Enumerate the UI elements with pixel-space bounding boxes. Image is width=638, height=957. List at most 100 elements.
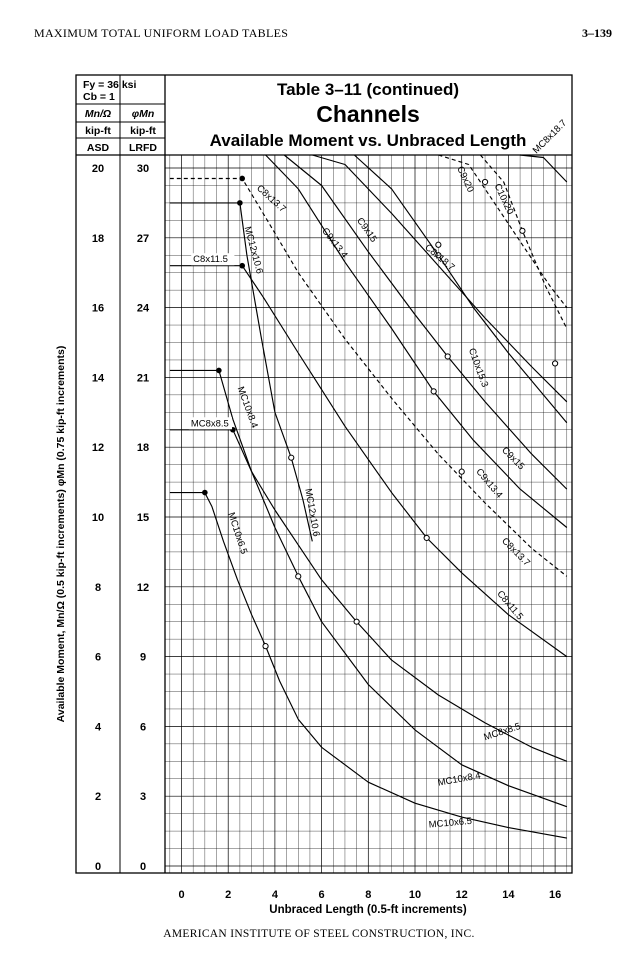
asd-symbol: Mn/Ω [85,108,111,120]
curve-label: C8x13.7 [499,536,532,569]
lr-marker [435,252,442,259]
lp-marker [239,262,246,269]
lr-marker [353,618,360,625]
series-line-c9x15 [283,154,568,490]
curve-label: C8x11.5 [494,589,525,623]
lr-marker [262,643,269,650]
lr-marker [481,178,489,186]
y-tick-label-lrfd: 18 [137,442,149,454]
y-tick-label-asd: 12 [92,442,104,454]
curve-label-bg [188,417,233,430]
y-tick-label-asd: 6 [95,652,101,664]
curve-label: C9x20 [454,165,476,195]
y-tick-label-asd: 18 [92,233,104,245]
lr-marker [444,353,451,360]
lrfd-unit: kip-ft [130,125,156,137]
y-tick-label-lrfd: 3 [140,791,146,803]
publisher-footer: AMERICAN INSTITUTE OF STEEL CONSTRUCTION… [163,928,475,940]
series-line-mc8x18-7 [520,154,568,183]
y-tick-label-lrfd: 27 [137,233,149,245]
series-line-c8x13-7 [169,177,568,577]
lp-marker [237,200,243,206]
lp-marker [202,489,208,496]
x-tick-label: 4 [272,889,279,901]
curve-label: C9x15 [499,445,526,472]
series-line-mc10x6-5 [169,492,567,839]
chart-frame [75,74,573,874]
y-tick-label-lrfd: 21 [137,372,149,384]
y-tick-label-asd: 8 [95,582,101,594]
x-tick-label: 10 [409,889,421,901]
series-line-mc12x10-6 [169,202,313,542]
lrfd-label: LRFD [129,142,157,154]
x-tick-label: 8 [365,889,371,901]
curve-label: MC8x8.5 [191,418,229,429]
curve-label-bg [191,253,235,266]
y-tick-label-lrfd: 15 [137,512,149,524]
lr-marker [552,360,559,367]
x-tick-label: 2 [225,889,231,901]
series-line-c8x11-5 [169,265,568,658]
y-tick-label-asd: 0 [95,861,101,873]
y-tick-label-lrfd: 24 [137,303,150,315]
series-line-c10x20 [479,154,568,329]
lr-marker [458,468,465,475]
lp-marker [239,175,246,182]
y-tick-label-lrfd: 9 [140,652,146,664]
y-axis-title: Available Moment, Mn/Ω (0.5 kip-ft incre… [55,346,67,723]
x-tick-label: 16 [549,889,561,901]
series-line-c8x18-7 [312,154,568,403]
lrfd-symbol: φMn [132,108,155,120]
y-tick-label-lrfd: 12 [137,582,149,594]
y-tick-label-asd: 20 [92,163,104,175]
series-line-mc10x8-4 [169,369,567,808]
curve-label: C10x20 [492,182,516,216]
x-tick-label: 14 [502,889,515,901]
axis-ticks: 0 2 4 6 8 10 12 14 16024681012141618200369121518… [92,163,561,901]
lr-marker [430,388,437,395]
asd-unit: kip-ft [85,125,111,137]
x-axis-title: Unbraced Length (0.5-ft increments) [269,904,467,916]
shape-title: Channels [316,101,420,127]
yield-strength-label: Fy = 36 ksi [83,79,136,91]
series-line-c9x20 [438,154,568,308]
y-tick-label-asd: 16 [92,303,104,315]
curve-label: C9x15 [354,216,379,245]
curve-label: C8x13.7 [254,183,288,215]
y-tick-label-lrfd: 6 [140,721,146,733]
y-tick-label-lrfd: 30 [137,163,149,175]
table-title: Table 3–11 (continued) [277,80,459,99]
running-title: MAXIMUM TOTAL UNIFORM LOAD TABLES [34,26,289,40]
y-tick-label-asd: 2 [95,791,101,803]
y-tick-label-asd: 4 [95,721,102,733]
y-tick-label-asd: 10 [92,512,104,524]
asd-label: ASD [87,142,110,154]
curve-label: MC10x8.4 [235,385,260,429]
lr-marker [519,227,526,234]
chart-series [169,154,568,839]
curve-label: C9x13.4 [473,466,504,500]
curve-label: MC12x10.6 [242,225,265,275]
curve-label: C8x11.5 [193,254,228,265]
lr-marker [423,534,430,542]
curve-label: MC10x6.5 [225,511,249,556]
lr-marker [288,454,295,461]
chart-subtitle: Available Moment vs. Unbraced Length [210,131,527,150]
curve-label: MC10x8.4 [437,770,482,788]
x-tick-label: 12 [456,889,468,901]
chart-grid [165,155,572,873]
x-tick-label: 6 [319,889,325,901]
x-tick-label: 0 [178,889,184,901]
series-line-c10x15-3 [353,154,568,424]
y-tick-label-asd: 14 [92,372,105,384]
running-header: MAXIMUM TOTAL UNIFORM LOAD TABLES 3–139 [34,26,612,42]
lr-marker [435,241,442,248]
cb-label: Cb = 1 [83,91,115,103]
series-line-c9x13-4 [265,154,568,528]
chart-markers [202,175,559,650]
curve-label: MC10x6.5 [428,816,472,831]
page-number: 3–139 [582,26,612,40]
series-line-mc8x8-5 [169,429,568,762]
curve-label: MC12x10.6 [302,488,321,538]
